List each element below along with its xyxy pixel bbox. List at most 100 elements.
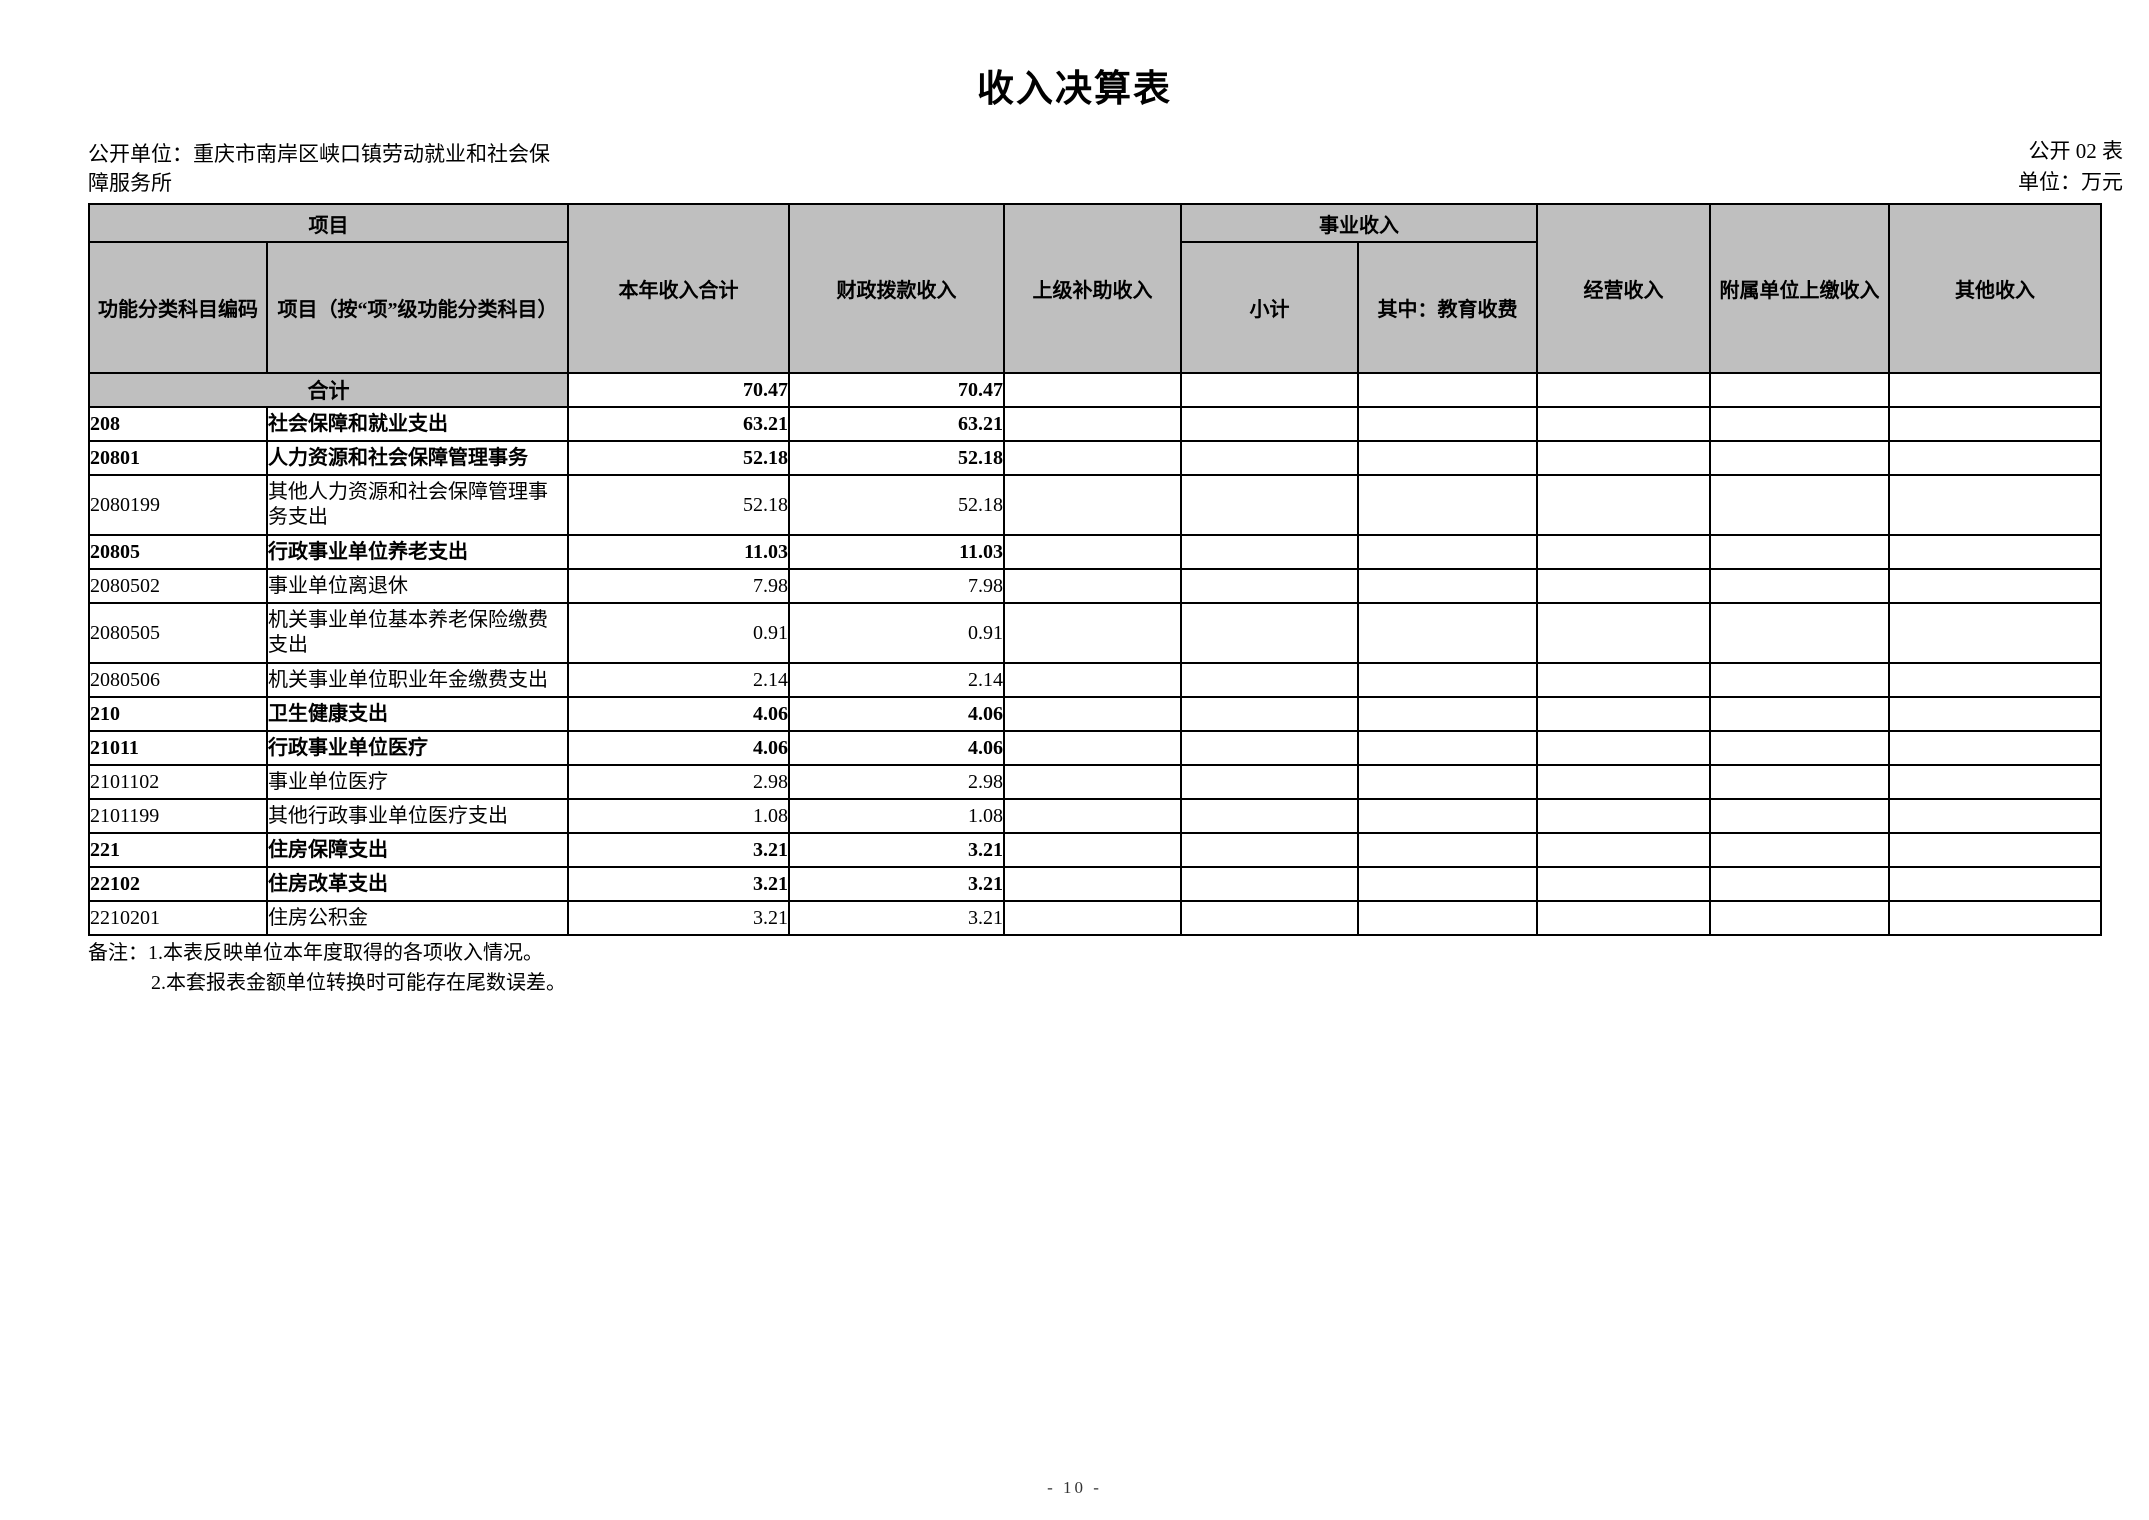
cell-other-income bbox=[1888, 832, 2102, 868]
table-row: 20805 行政事业单位养老支出 11.03 11.03 bbox=[88, 534, 2102, 570]
cell-fiscal-appropriation: 3.21 bbox=[788, 866, 1005, 902]
cell-current-year-total: 70.47 bbox=[567, 372, 790, 408]
cell-education-fees bbox=[1357, 866, 1538, 902]
cell-education-fees bbox=[1357, 900, 1538, 936]
cell-other-income bbox=[1888, 602, 2102, 664]
cell-operating-income bbox=[1536, 372, 1711, 408]
cell-function-code: 2080199 bbox=[88, 474, 268, 536]
remarks: 备注：1.本表反映单位本年度取得的各项收入情况。 2.本套报表金额单位转换时可能… bbox=[88, 938, 566, 998]
header-col-affiliated-income: 附属单位上缴收入 bbox=[1709, 203, 1890, 374]
cell-business-subtotal bbox=[1180, 900, 1359, 936]
cell-item-name: 事业单位离退休 bbox=[266, 568, 569, 604]
cell-operating-income bbox=[1536, 474, 1711, 536]
cell-other-income bbox=[1888, 662, 2102, 698]
cell-fiscal-appropriation: 52.18 bbox=[788, 440, 1005, 476]
cell-fiscal-appropriation: 4.06 bbox=[788, 696, 1005, 732]
cell-fiscal-appropriation: 63.21 bbox=[788, 406, 1005, 442]
cell-other-income bbox=[1888, 534, 2102, 570]
cell-other-income bbox=[1888, 568, 2102, 604]
header-col-item-name: 项目（按“项”级功能分类科目） bbox=[266, 241, 569, 374]
table-row: 2080502 事业单位离退休 7.98 7.98 bbox=[88, 568, 2102, 604]
cell-operating-income bbox=[1536, 730, 1711, 766]
cell-item-name: 卫生健康支出 bbox=[266, 696, 569, 732]
table-row: 21011 行政事业单位医疗 4.06 4.06 bbox=[88, 730, 2102, 766]
remark-line-1: 备注：1.本表反映单位本年度取得的各项收入情况。 bbox=[88, 942, 543, 964]
cell-superior-subsidy bbox=[1003, 764, 1182, 800]
page-number: - 10 - bbox=[1047, 1478, 1102, 1497]
cell-education-fees bbox=[1357, 602, 1538, 664]
cell-other-income bbox=[1888, 696, 2102, 732]
cell-affiliated-income bbox=[1709, 406, 1890, 442]
cell-other-income bbox=[1888, 866, 2102, 902]
cell-operating-income bbox=[1536, 440, 1711, 476]
header-col-education-fees: 其中：教育收费 bbox=[1357, 241, 1538, 374]
cell-other-income bbox=[1888, 764, 2102, 800]
cell-education-fees bbox=[1357, 406, 1538, 442]
table-row: 2101199 其他行政事业单位医疗支出 1.08 1.08 bbox=[88, 798, 2102, 834]
header-col-current-year-total: 本年收入合计 bbox=[567, 203, 790, 374]
cell-current-year-total: 2.98 bbox=[567, 764, 790, 800]
cell-item-name: 其他行政事业单位医疗支出 bbox=[266, 798, 569, 834]
table-row: 2210201 住房公积金 3.21 3.21 bbox=[88, 900, 2102, 936]
cell-education-fees bbox=[1357, 474, 1538, 536]
cell-item-name: 行政事业单位医疗 bbox=[266, 730, 569, 766]
cell-fiscal-appropriation: 3.21 bbox=[788, 832, 1005, 868]
cell-operating-income bbox=[1536, 798, 1711, 834]
cell-superior-subsidy bbox=[1003, 866, 1182, 902]
cell-item-name: 行政事业单位养老支出 bbox=[266, 534, 569, 570]
cell-superior-subsidy bbox=[1003, 662, 1182, 698]
cell-current-year-total: 4.06 bbox=[567, 730, 790, 766]
cell-operating-income bbox=[1536, 568, 1711, 604]
cell-business-subtotal bbox=[1180, 798, 1359, 834]
cell-item-name: 机关事业单位职业年金缴费支出 bbox=[266, 662, 569, 698]
header-group-business-income: 事业收入 bbox=[1180, 203, 1538, 243]
cell-affiliated-income bbox=[1709, 832, 1890, 868]
cell-business-subtotal bbox=[1180, 568, 1359, 604]
cell-function-code: 22102 bbox=[88, 866, 268, 902]
cell-affiliated-income bbox=[1709, 602, 1890, 664]
cell-current-year-total: 1.08 bbox=[567, 798, 790, 834]
cell-superior-subsidy bbox=[1003, 900, 1182, 936]
cell-current-year-total: 3.21 bbox=[567, 900, 790, 936]
unit-label: 单位：万元 bbox=[2018, 170, 2123, 194]
cell-item-name: 住房改革支出 bbox=[266, 866, 569, 902]
cell-function-code: 208 bbox=[88, 406, 268, 442]
cell-business-subtotal bbox=[1180, 440, 1359, 476]
header-group-project: 项目 bbox=[88, 203, 569, 243]
cell-education-fees bbox=[1357, 534, 1538, 570]
cell-function-code: 2080502 bbox=[88, 568, 268, 604]
cell-other-income bbox=[1888, 900, 2102, 936]
cell-affiliated-income bbox=[1709, 696, 1890, 732]
cell-business-subtotal bbox=[1180, 764, 1359, 800]
table-row: 2101102 事业单位医疗 2.98 2.98 bbox=[88, 764, 2102, 800]
publishing-unit-label: 公开单位：重庆市南岸区峡口镇劳动就业和社会保障服务所 bbox=[88, 142, 550, 195]
header-col-subtotal: 小计 bbox=[1180, 241, 1359, 374]
cell-function-code: 20801 bbox=[88, 440, 268, 476]
header-col-other-income: 其他收入 bbox=[1888, 203, 2102, 374]
cell-affiliated-income bbox=[1709, 798, 1890, 834]
cell-item-name: 住房公积金 bbox=[266, 900, 569, 936]
table-row: 208 社会保障和就业支出 63.21 63.21 bbox=[88, 406, 2102, 442]
table-number-label: 公开 02 表 bbox=[2028, 139, 2124, 163]
cell-fiscal-appropriation: 52.18 bbox=[788, 474, 1005, 536]
cell-operating-income bbox=[1536, 900, 1711, 936]
cell-other-income bbox=[1888, 372, 2102, 408]
cell-superior-subsidy bbox=[1003, 440, 1182, 476]
remark-line-2: 2.本套报表金额单位转换时可能存在尾数误差。 bbox=[151, 972, 566, 994]
cell-operating-income bbox=[1536, 662, 1711, 698]
cell-business-subtotal bbox=[1180, 372, 1359, 408]
table-row: 210 卫生健康支出 4.06 4.06 bbox=[88, 696, 2102, 732]
cell-function-code: 21011 bbox=[88, 730, 268, 766]
cell-item-name: 住房保障支出 bbox=[266, 832, 569, 868]
table-row: 20801 人力资源和社会保障管理事务 52.18 52.18 bbox=[88, 440, 2102, 476]
cell-function-code: 2101102 bbox=[88, 764, 268, 800]
cell-superior-subsidy bbox=[1003, 798, 1182, 834]
cell-education-fees bbox=[1357, 832, 1538, 868]
cell-superior-subsidy bbox=[1003, 406, 1182, 442]
cell-business-subtotal bbox=[1180, 662, 1359, 698]
cell-education-fees bbox=[1357, 798, 1538, 834]
cell-superior-subsidy bbox=[1003, 832, 1182, 868]
cell-affiliated-income bbox=[1709, 764, 1890, 800]
cell-affiliated-income bbox=[1709, 474, 1890, 536]
